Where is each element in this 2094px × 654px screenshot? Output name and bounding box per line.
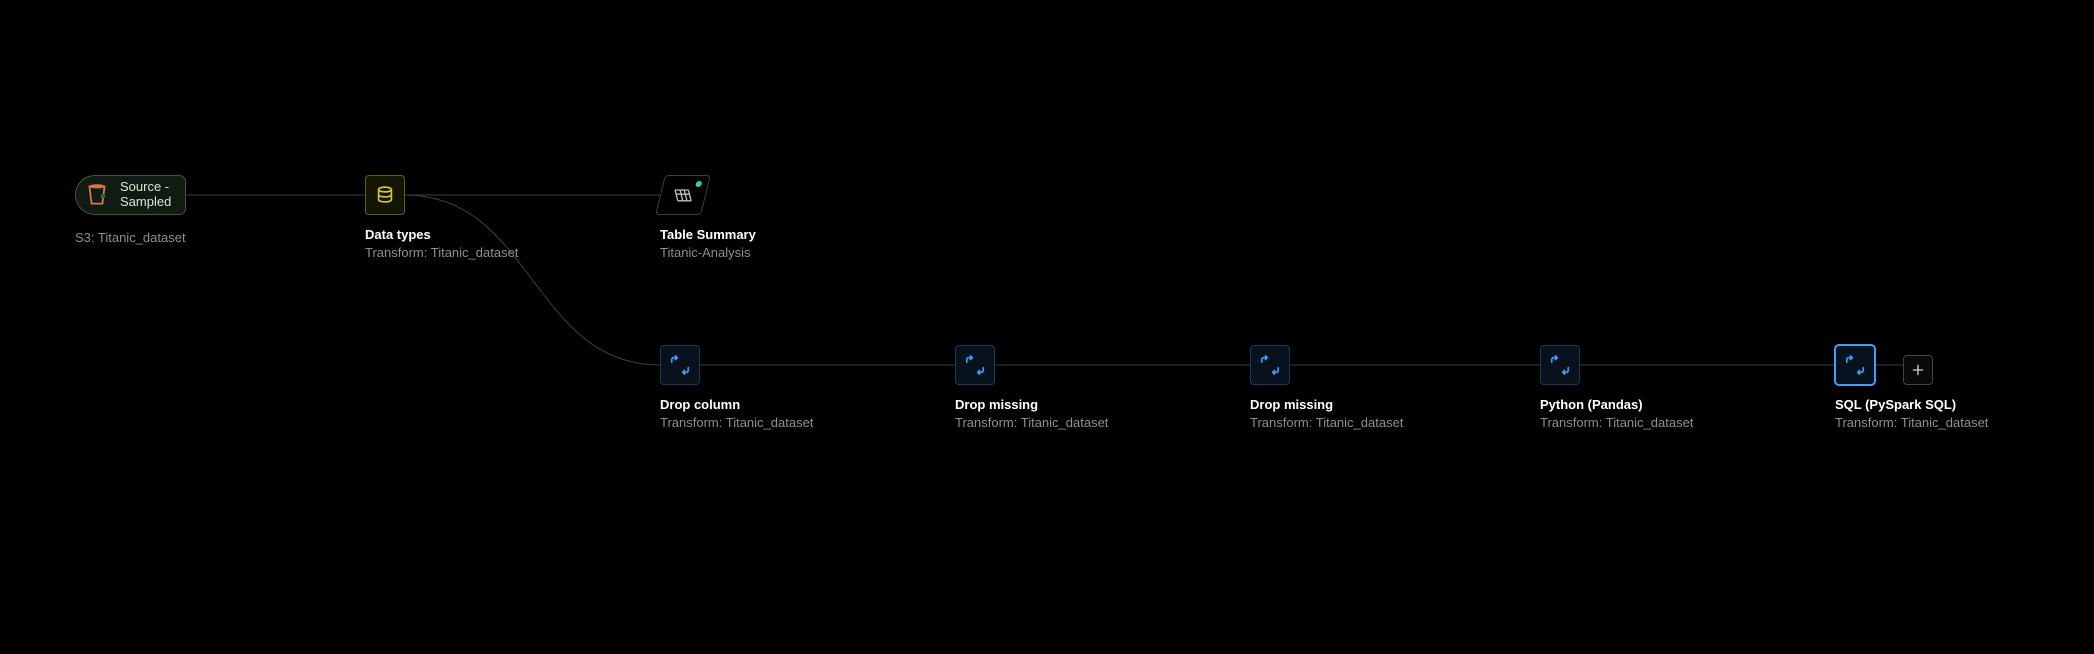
transform-icon [1549,354,1571,376]
plus-icon [1911,363,1925,377]
database-icon [374,184,396,206]
node-drop-column[interactable]: Drop column Transform: Titanic_dataset [660,345,813,430]
t4-box[interactable] [1540,345,1580,385]
node-drop-missing-1[interactable]: Drop missing Transform: Titanic_dataset [955,345,1108,430]
edges-layer [0,0,2094,654]
source-label-line1: Source - [120,180,171,195]
table-icon [673,185,693,205]
t3-subtitle: Transform: Titanic_dataset [1250,415,1403,430]
t4-subtitle: Transform: Titanic_dataset [1540,415,1693,430]
t5-box[interactable] [1835,345,1875,385]
node-datatypes[interactable]: Data types Transform: Titanic_dataset [365,175,518,260]
summary-subtitle: Titanic-Analysis [660,245,756,260]
source-label-line2: Sampled [120,195,171,210]
node-source[interactable]: Source - Sampled S3: Titanic_dataset [75,175,186,245]
source-pill[interactable]: Source - Sampled [75,175,186,215]
t1-title: Drop column [660,397,813,412]
add-step-button[interactable] [1903,355,1933,385]
source-subtitle: S3: Titanic_dataset [75,230,186,245]
flow-canvas[interactable]: Source - Sampled S3: Titanic_dataset Dat… [0,0,2094,654]
node-summary[interactable]: Table Summary Titanic-Analysis [660,175,756,260]
source-label: Source - Sampled [120,180,171,210]
datatypes-box[interactable] [365,175,405,215]
analysis-badge-icon [695,181,702,187]
t3-title: Drop missing [1250,397,1403,412]
transform-icon [1259,354,1281,376]
node-python-pandas[interactable]: Python (Pandas) Transform: Titanic_datas… [1540,345,1693,430]
node-drop-missing-2[interactable]: Drop missing Transform: Titanic_dataset [1250,345,1403,430]
transform-icon [1844,354,1866,376]
t2-subtitle: Transform: Titanic_dataset [955,415,1108,430]
t5-subtitle: Transform: Titanic_dataset [1835,415,1988,430]
transform-icon [669,354,691,376]
datatypes-title: Data types [365,227,518,242]
datatypes-subtitle: Transform: Titanic_dataset [365,245,518,260]
t1-subtitle: Transform: Titanic_dataset [660,415,813,430]
t1-box[interactable] [660,345,700,385]
summary-title: Table Summary [660,227,756,242]
summary-box[interactable] [655,175,711,215]
t5-title: SQL (PySpark SQL) [1835,397,1988,412]
t2-box[interactable] [955,345,995,385]
transform-icon [964,354,986,376]
s3-bucket-icon [84,182,110,208]
t2-title: Drop missing [955,397,1108,412]
t4-title: Python (Pandas) [1540,397,1693,412]
t3-box[interactable] [1250,345,1290,385]
add-step-wrap [1903,355,1933,385]
